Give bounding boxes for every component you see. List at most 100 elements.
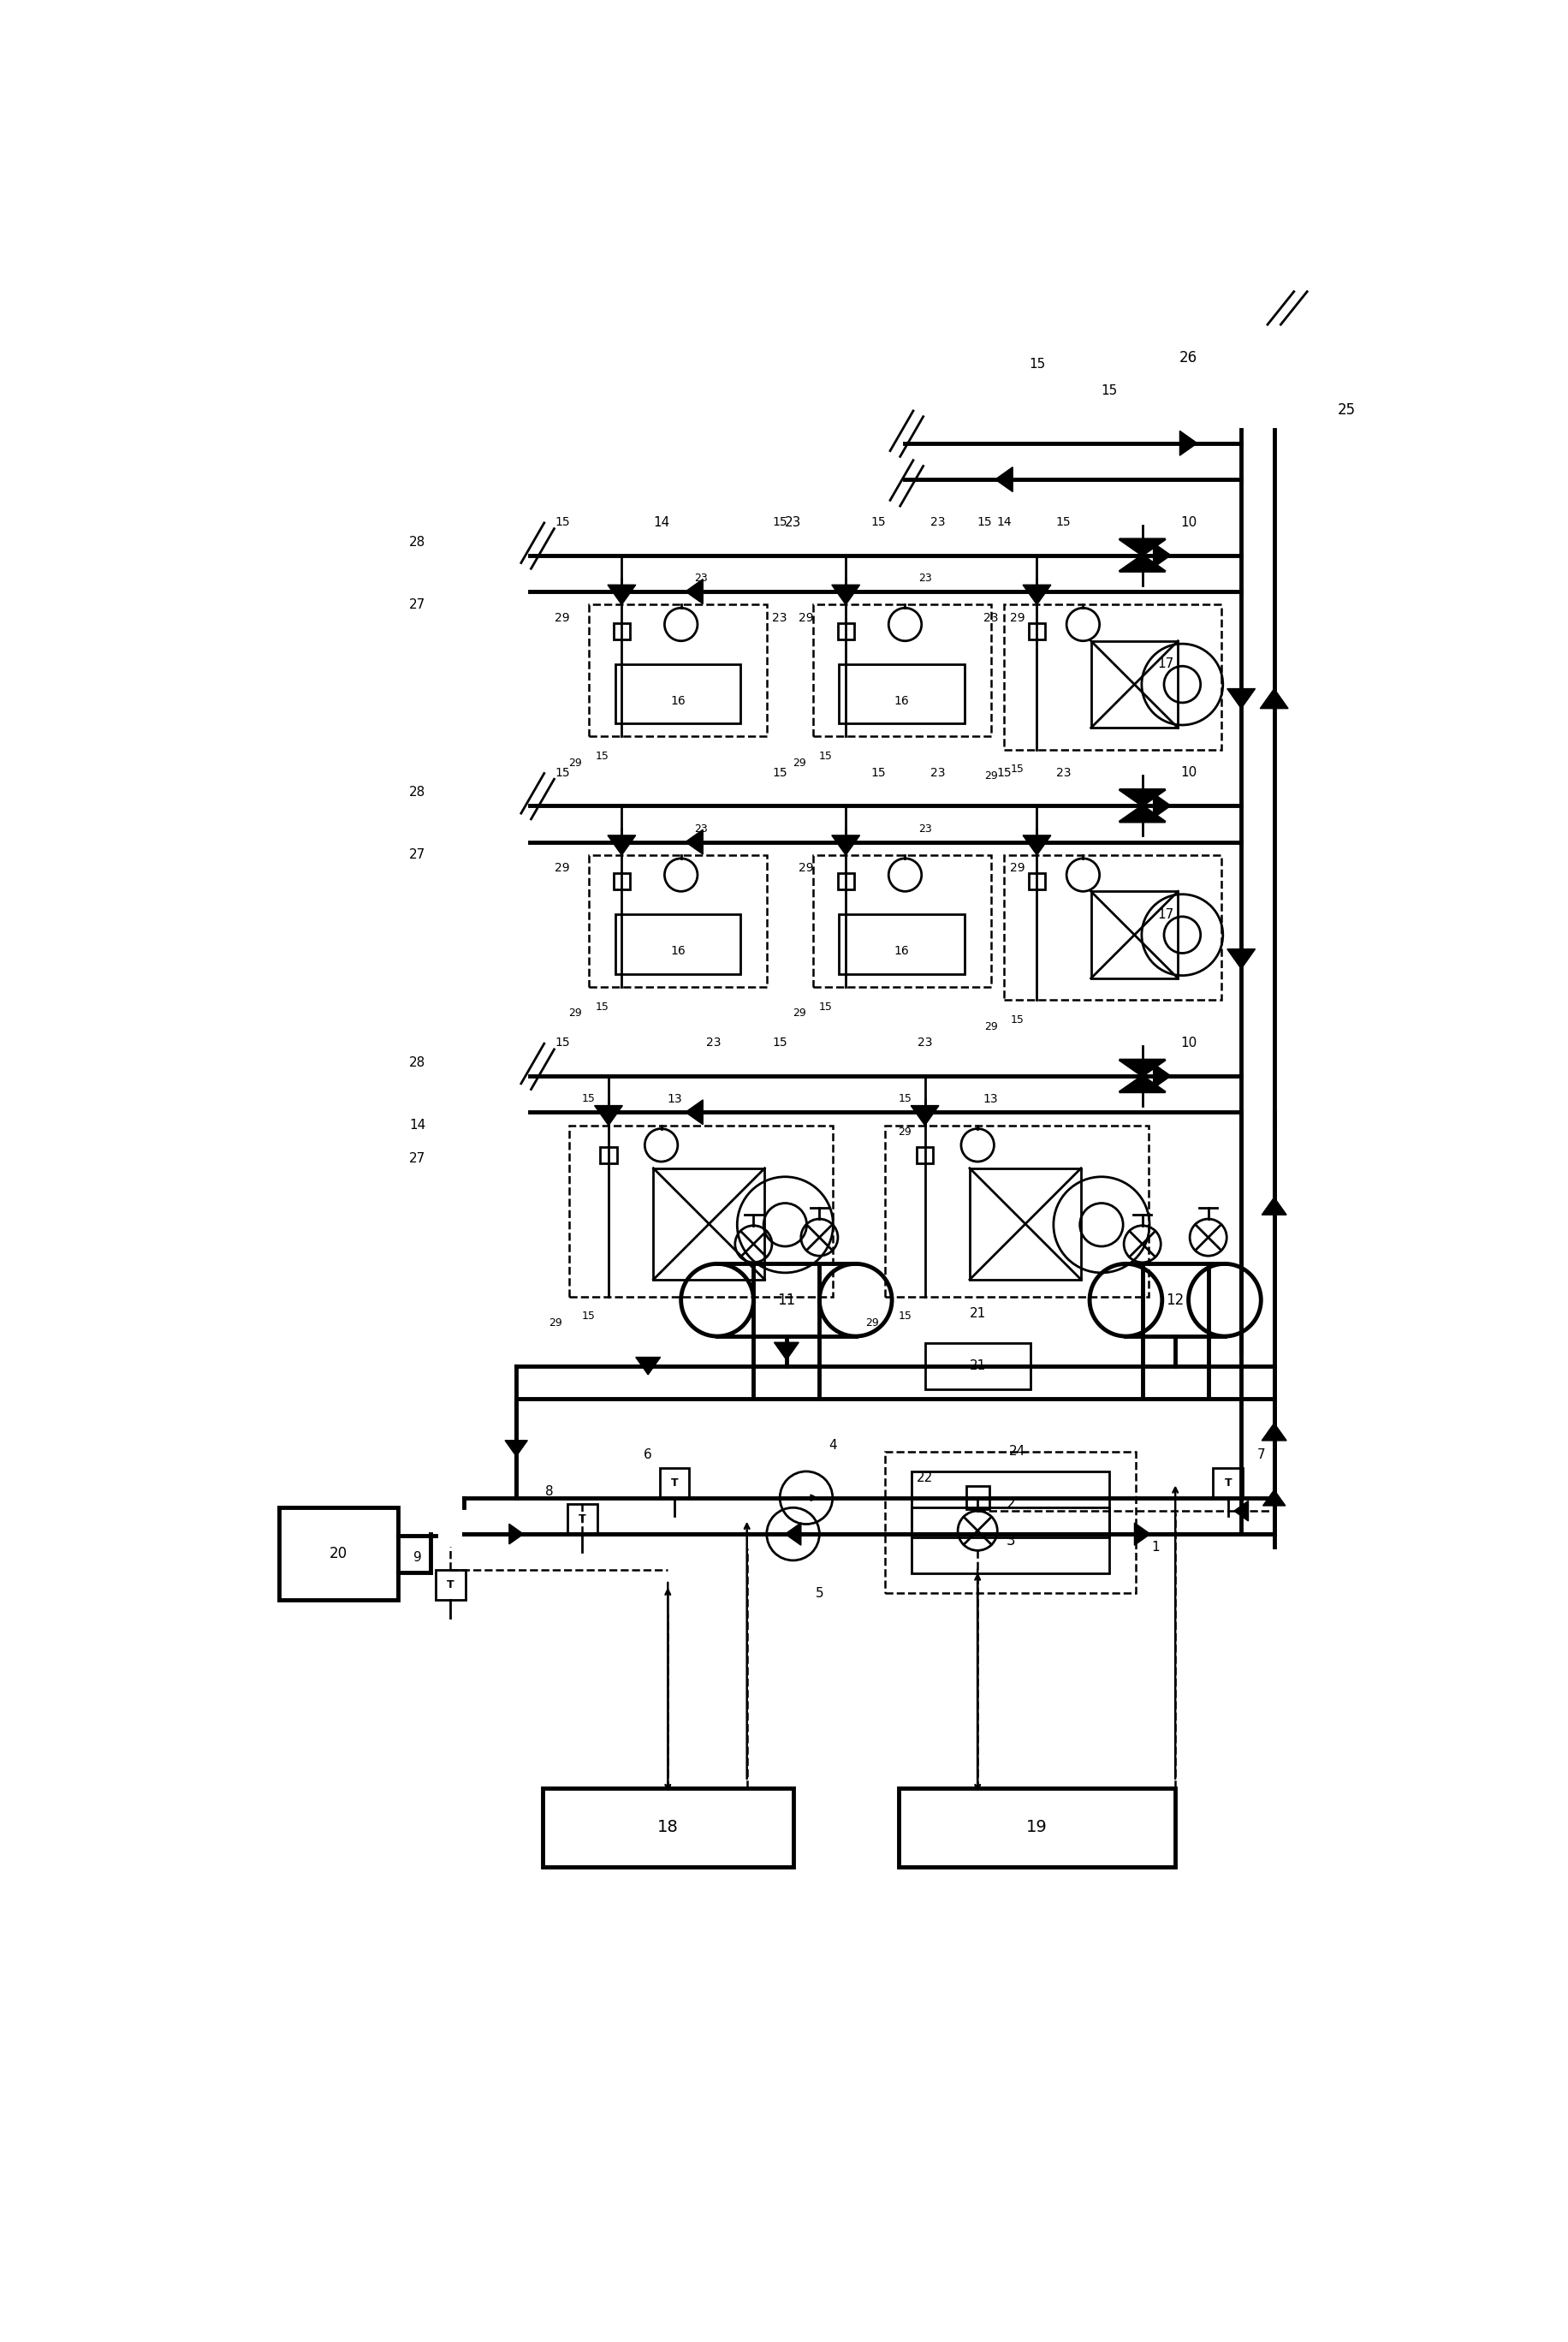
Text: 28: 28 [409,536,425,548]
Text: 15: 15 [555,515,569,529]
Text: 23: 23 [773,611,787,623]
Text: 23: 23 [695,822,707,834]
Polygon shape [1120,806,1165,822]
Text: 15: 15 [1055,515,1071,529]
Text: 7: 7 [1258,1447,1265,1461]
Text: 29: 29 [866,1319,880,1328]
Text: 23: 23 [919,574,931,583]
Bar [654,1169,765,1279]
Bar [543,1787,793,1867]
Bar [588,855,767,986]
Text: 23: 23 [1055,766,1071,780]
Text: 16: 16 [894,946,909,958]
Text: 26: 26 [1179,349,1198,365]
Bar [917,1148,933,1164]
Bar [837,623,855,639]
Polygon shape [1120,789,1165,806]
Text: 2: 2 [1007,1497,1014,1513]
Text: 29: 29 [569,1007,582,1019]
Text: 15: 15 [596,1000,608,1012]
Text: 29: 29 [549,1319,563,1328]
Text: 13: 13 [666,1094,682,1105]
Text: 29: 29 [555,611,569,623]
Text: 14: 14 [996,515,1011,529]
Text: 15: 15 [1029,358,1046,370]
Bar [1004,855,1221,1000]
Polygon shape [831,586,859,604]
Text: 23: 23 [917,1038,933,1049]
Bar [925,1342,1030,1389]
Bar [837,874,855,890]
Polygon shape [1262,1490,1286,1506]
Bar [601,1148,616,1164]
Bar [436,1569,466,1600]
Bar [279,1508,398,1600]
Bar [886,1452,1135,1593]
Text: 16: 16 [894,696,909,707]
Bar [613,623,630,639]
Text: 29: 29 [793,1007,806,1019]
Polygon shape [1261,689,1289,710]
Text: 27: 27 [409,848,425,862]
Polygon shape [1228,689,1256,710]
Polygon shape [786,1522,801,1546]
Text: 14: 14 [652,515,670,529]
Bar [588,604,767,735]
Text: 14: 14 [409,1119,425,1131]
Bar [966,1487,989,1508]
Text: 13: 13 [983,1094,999,1105]
Polygon shape [911,1105,939,1127]
Polygon shape [1179,431,1198,454]
Text: 1: 1 [1151,1541,1160,1553]
Text: 29: 29 [798,611,814,623]
Text: 15: 15 [977,515,991,529]
Polygon shape [1154,1063,1171,1089]
Bar [1091,892,1178,979]
Text: 15: 15 [1010,1014,1024,1026]
Text: 28: 28 [409,787,425,799]
Polygon shape [775,1342,798,1361]
Text: 15: 15 [898,1312,913,1323]
Bar [898,1787,1176,1867]
Text: 15: 15 [818,1000,833,1012]
Text: 29: 29 [555,862,569,874]
Text: 15: 15 [996,766,1011,780]
Polygon shape [510,1525,524,1543]
Bar [839,913,964,974]
Polygon shape [1234,1501,1248,1520]
Polygon shape [1120,539,1165,555]
Bar [1214,1468,1243,1499]
Text: T: T [447,1579,455,1590]
Polygon shape [685,1101,702,1124]
Text: 19: 19 [1027,1820,1047,1836]
Text: 17: 17 [1157,909,1174,920]
Text: 8: 8 [546,1485,554,1497]
Bar [812,604,991,735]
Text: 15: 15 [773,515,787,529]
Text: 15: 15 [1010,763,1024,775]
Bar [839,665,964,724]
Polygon shape [1120,1061,1165,1075]
Bar [569,1127,833,1297]
Text: 23: 23 [784,515,801,529]
Bar [911,1508,1110,1574]
Polygon shape [1154,794,1171,817]
Bar [613,874,630,890]
Polygon shape [1022,586,1051,604]
Polygon shape [996,466,1013,492]
Bar [812,855,991,986]
Bar [1029,874,1046,890]
Text: 15: 15 [555,1038,569,1049]
Text: 23: 23 [919,822,931,834]
Text: 29: 29 [898,1127,913,1138]
Bar [1029,623,1046,639]
Polygon shape [685,829,702,855]
Text: 29: 29 [569,756,582,768]
Polygon shape [594,1105,622,1127]
Text: 15: 15 [1101,384,1118,396]
Polygon shape [608,836,635,855]
Text: 23: 23 [695,574,707,583]
Text: T: T [579,1513,586,1525]
Text: 15: 15 [872,515,886,529]
Text: 10: 10 [1181,766,1196,780]
